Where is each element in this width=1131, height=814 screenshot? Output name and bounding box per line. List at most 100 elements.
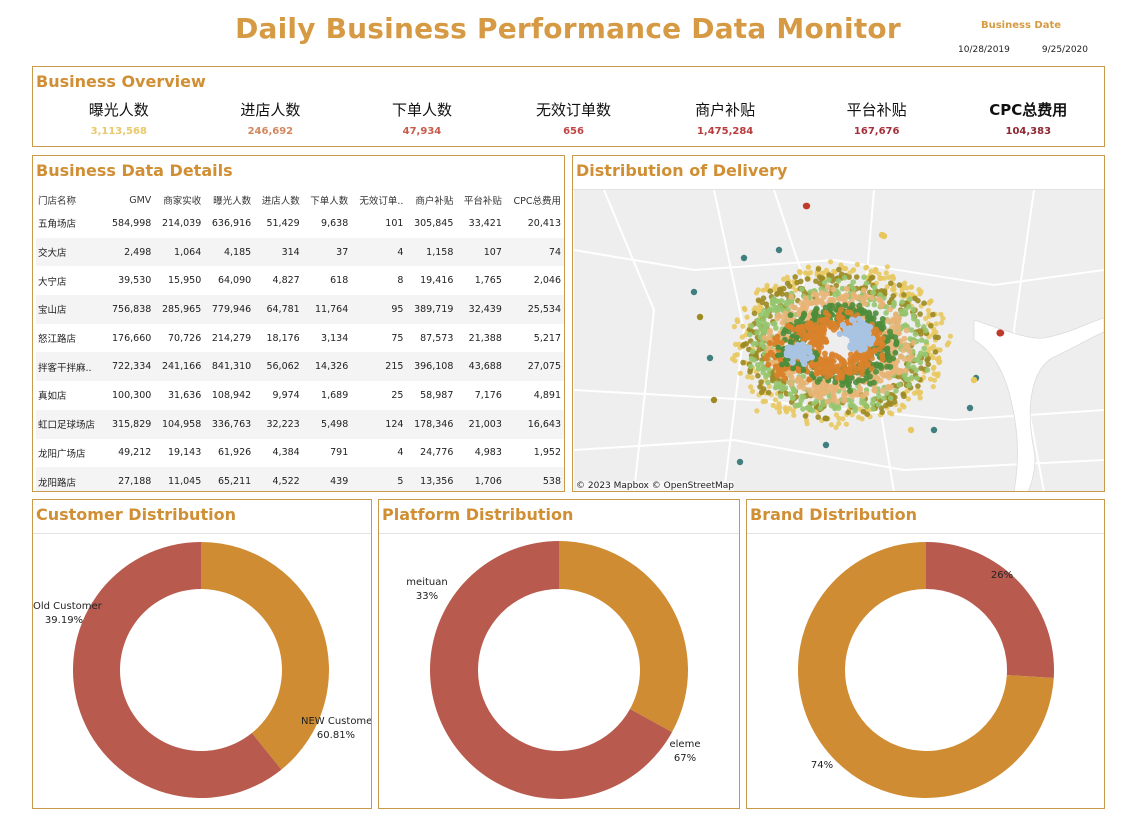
donut-svg	[73, 542, 329, 798]
table-column-header[interactable]: CPC总费用	[513, 196, 562, 207]
delivery-point	[788, 380, 795, 387]
delivery-point	[844, 285, 850, 292]
map-attribution[interactable]: © 2023 Mapbox © OpenStreetMap	[576, 481, 734, 491]
table-cell: 95	[351, 295, 407, 324]
table-row[interactable]: 交大店 2,498 1,064 4,185 314 37 4 1,158 107 74	[36, 237, 564, 267]
kpi-label: 下单人数	[391, 101, 452, 119]
table-column-header[interactable]: 平台补贴	[463, 196, 502, 207]
delivery-point	[857, 365, 864, 371]
platform-distribution-panel: Platform Distribution meituan 33% eleme …	[378, 499, 740, 809]
customer-new-label: NEW Customer 60.81%	[301, 715, 371, 743]
delivery-point	[826, 277, 832, 283]
delivery-point	[915, 322, 921, 328]
delivery-point	[865, 329, 872, 337]
delivery-point	[776, 401, 782, 407]
donut-slice[interactable]	[201, 542, 329, 770]
delivery-map[interactable]: © 2023 Mapbox © OpenStreetMap	[574, 190, 1104, 492]
delivery-point	[767, 349, 774, 356]
delivery-point	[850, 279, 856, 285]
delivery-point	[881, 372, 888, 379]
donut-slice[interactable]	[559, 541, 688, 733]
donut-slice[interactable]	[429, 541, 673, 799]
table-cell: 2,498	[104, 237, 155, 267]
delivery-point	[690, 288, 698, 296]
kpi-value: 246,692	[247, 126, 294, 137]
delivery-point	[783, 300, 789, 306]
delivery-point	[880, 324, 887, 331]
kpi-label: 无效订单数	[536, 101, 612, 119]
table-row[interactable]: 大宁店 39,530 15,950 64,090 4,827 618 8 19,416 1,76…	[36, 266, 564, 295]
delivery-point	[737, 370, 743, 376]
table-column-header[interactable]: 曝光人数	[213, 196, 252, 207]
delivery-point	[754, 329, 760, 336]
business-date-filter[interactable]: Business Date 10/28/2019 9/25/2020	[958, 20, 1088, 55]
customer-old-pct: 39.19%	[44, 615, 84, 626]
table-cell: 56,062	[254, 352, 303, 382]
table-column-header[interactable]: 门店名称	[38, 196, 77, 207]
donut-slice[interactable]	[926, 542, 1054, 679]
table-row[interactable]: 虹口足球场店 315,829 104,958 336,763 32,223 5,498 12…	[36, 409, 564, 439]
delivery-point	[736, 458, 744, 466]
table-column-header[interactable]: 商家实收	[163, 196, 202, 207]
delivery-point	[838, 262, 844, 268]
delivery-point	[765, 379, 771, 386]
delivery-point	[883, 270, 889, 276]
delivery-point	[870, 290, 876, 296]
donut-slice[interactable]	[73, 542, 282, 798]
brand-title-divider	[747, 533, 1104, 534]
delivery-point	[767, 288, 774, 294]
delivery-point	[853, 368, 860, 375]
table-row[interactable]: 五角场店 584,998 214,039 636,916 51,429 9,638 101 3…	[36, 209, 564, 238]
delivery-point	[886, 274, 892, 280]
delivery-point	[749, 348, 756, 355]
delivery-point	[795, 349, 803, 356]
delivery-point	[867, 340, 874, 347]
delivery-point	[908, 327, 915, 333]
delivery-point	[833, 424, 839, 430]
delivery-point	[924, 357, 930, 363]
table-row[interactable]: 龙阳路店 27,188 11,045 65,211 4,522 439 5 13,356 1,7…	[36, 467, 564, 491]
table-column-header[interactable]: 无效订单..	[359, 196, 404, 207]
delivery-point	[847, 388, 854, 394]
delivery-point	[938, 320, 945, 326]
delivery-point	[947, 333, 953, 339]
table-column-header[interactable]: 进店人数	[261, 196, 300, 207]
kpi-value: 3,113,568	[90, 126, 147, 137]
delivery-point	[828, 422, 834, 428]
delivery-point	[908, 284, 914, 290]
delivery-point	[872, 374, 879, 381]
table-row[interactable]: 怒江路店 176,660 70,726 214,279 18,176 3,134 75 87,…	[36, 324, 564, 353]
business-details-title: Business Data Details	[36, 161, 233, 180]
delivery-point	[869, 400, 876, 407]
delivery-map-canvas[interactable]	[574, 190, 1104, 492]
delivery-point	[820, 368, 827, 375]
delivery-point	[849, 302, 856, 309]
donut-slice[interactable]	[798, 542, 1054, 798]
table-column-header[interactable]: GMV	[129, 194, 152, 206]
delivery-point	[826, 302, 833, 309]
delivery-point	[811, 384, 818, 391]
delivery-point	[778, 339, 785, 346]
business-date-end[interactable]: 9/25/2020	[1041, 45, 1088, 55]
table-row[interactable]: 真如店 100,300 31,636 108,942 9,974 1,689 25 58,98…	[36, 381, 564, 410]
delivery-point	[875, 362, 882, 369]
table-column-header[interactable]: 下单人数	[310, 196, 349, 207]
customer-distribution-panel: Customer Distribution Old Customer 39.19…	[32, 499, 372, 809]
delivery-point	[892, 361, 899, 368]
delivery-point	[860, 408, 867, 415]
table-cell: 13,356	[406, 467, 457, 491]
table-cell: 21,003	[456, 409, 505, 439]
table-cell: 4,384	[272, 447, 300, 459]
delivery-point	[917, 311, 923, 317]
table-column-header[interactable]: 商户补贴	[415, 196, 454, 207]
delivery-point	[834, 398, 841, 405]
table-row[interactable]: 宝山店 756,838 285,965 779,946 64,781 11,764 95 38…	[36, 295, 564, 324]
table-row[interactable]: 拌客干拌麻.. 722,334 241,166 841,310 56,062 14,326…	[36, 352, 564, 382]
table-cell: 336,763	[204, 409, 255, 439]
store-name-cell: 宝山店	[36, 295, 105, 324]
table-row[interactable]: 龙阳广场店 49,212 19,143 61,926 4,384 791 4 24,776 4,…	[36, 439, 564, 468]
platform-eleme-name: eleme	[669, 739, 701, 750]
platform-title-divider	[379, 533, 739, 534]
delivery-point	[833, 412, 839, 418]
business-date-start[interactable]: 10/28/2019	[958, 45, 1010, 55]
